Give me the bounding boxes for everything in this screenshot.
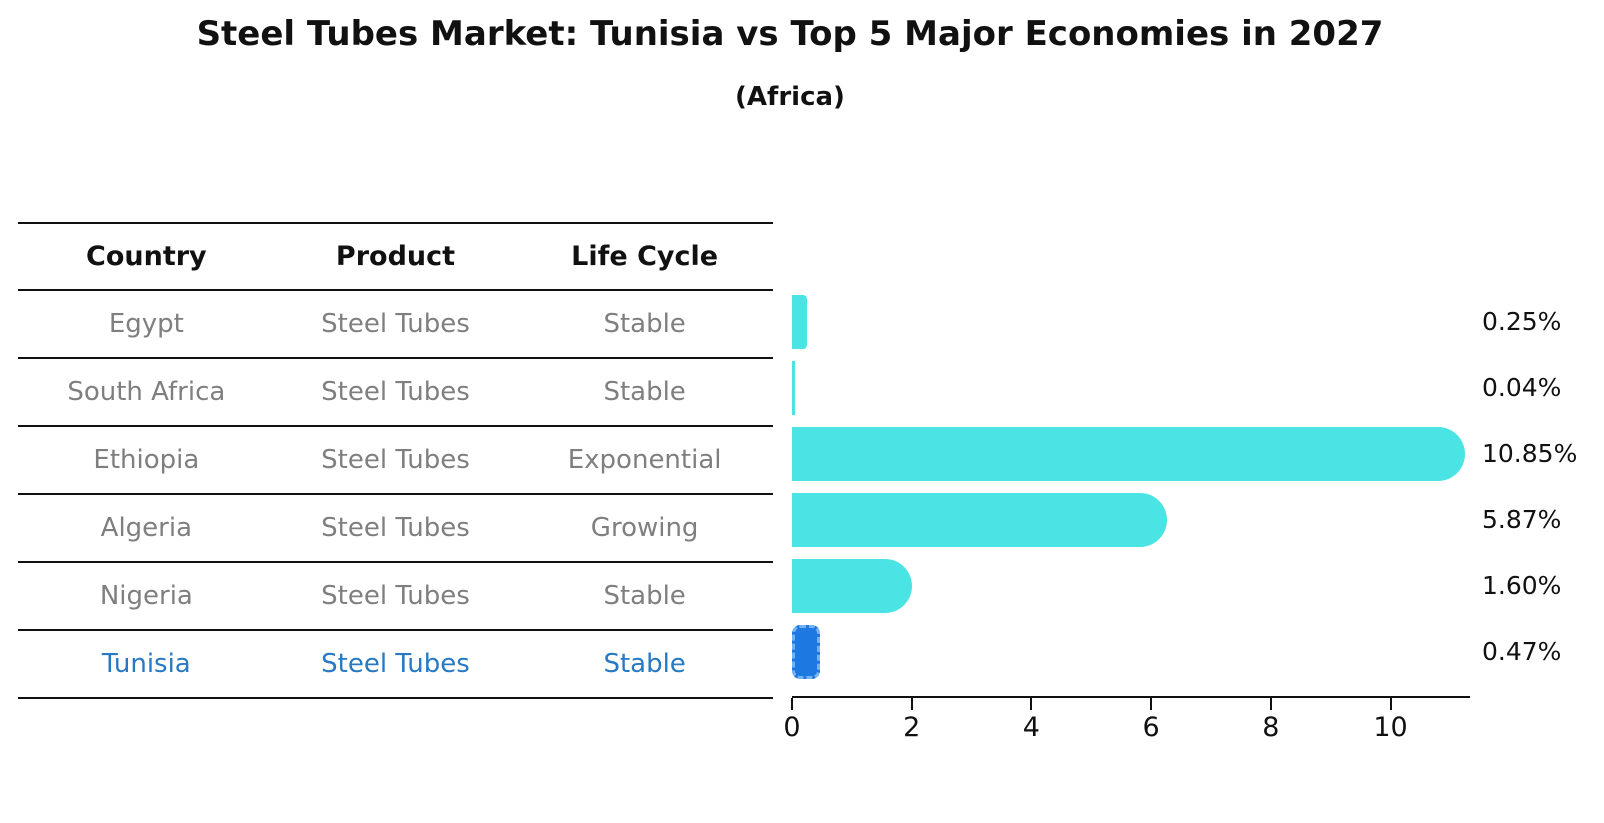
bar-nigeria [792, 559, 912, 613]
bar-south-africa [792, 361, 795, 415]
value-label-nigeria: 1.60% [1482, 571, 1562, 600]
cell-country: Tunisia [101, 649, 191, 679]
cell-product: Steel Tubes [321, 445, 470, 475]
bar-egypt [792, 295, 807, 349]
bar-algeria [792, 493, 1167, 547]
chart-subtitle: (Africa) [735, 82, 845, 112]
summary-table: Country Product Life Cycle Egypt Steel Tu… [18, 222, 773, 699]
table-row-egypt: Egypt Steel Tubes Stable [18, 291, 773, 359]
value-label-algeria: 5.87% [1482, 505, 1562, 534]
x-tick-label-2: 2 [903, 712, 921, 743]
cell-country: Algeria [100, 513, 193, 543]
x-tick-mark-2 [910, 698, 913, 710]
cell-product: Steel Tubes [321, 649, 470, 679]
chart-title: Steel Tubes Market: Tunisia vs Top 5 Maj… [196, 14, 1384, 54]
cell-product: Steel Tubes [321, 581, 470, 611]
table-row-tunisia: Tunisia Steel Tubes Stable [18, 631, 773, 699]
x-axis-line [792, 696, 1470, 698]
cell-life-cycle: Stable [603, 649, 686, 679]
x-tick-mark-10 [1389, 698, 1392, 710]
table-row-nigeria: Nigeria Steel Tubes Stable [18, 563, 773, 631]
x-tick-label-10: 10 [1373, 712, 1408, 743]
cell-life-cycle: Exponential [567, 445, 722, 475]
x-tick-label-6: 6 [1142, 712, 1160, 743]
value-label-ethiopia: 10.85% [1482, 439, 1578, 468]
cell-product: Steel Tubes [321, 513, 470, 543]
cell-country: Nigeria [99, 581, 193, 611]
cell-life-cycle: Stable [603, 581, 686, 611]
value-label-tunisia: 0.47% [1482, 637, 1562, 666]
x-tick-label-8: 8 [1262, 712, 1280, 743]
table-header-row: Country Product Life Cycle [18, 222, 773, 291]
cell-life-cycle: Growing [590, 513, 699, 543]
x-tick-mark-6 [1150, 698, 1153, 710]
cell-product: Steel Tubes [321, 377, 470, 407]
cell-life-cycle: Stable [603, 377, 686, 407]
value-label-egypt: 0.25% [1482, 307, 1562, 336]
cell-country: Egypt [108, 309, 184, 339]
x-tick-mark-4 [1030, 698, 1033, 710]
table-row-south-africa: South Africa Steel Tubes Stable [18, 359, 773, 427]
x-tick-label-0: 0 [783, 712, 801, 743]
table-row-algeria: Algeria Steel Tubes Growing [18, 495, 773, 563]
table-header-country: Country [86, 241, 207, 272]
cell-country: South Africa [67, 377, 226, 407]
cell-life-cycle: Stable [603, 309, 686, 339]
x-tick-label-4: 4 [1022, 712, 1040, 743]
table-header-product: Product [335, 241, 456, 272]
x-tick-mark-0 [791, 698, 793, 710]
value-label-south-africa: 0.04% [1482, 373, 1562, 402]
cell-product: Steel Tubes [321, 309, 470, 339]
table-body: Egypt Steel Tubes Stable South Africa Steel … [18, 291, 773, 699]
bar-ethiopia [792, 427, 1465, 481]
cell-country: Ethiopia [93, 445, 200, 475]
table-header-lifecycle: Life Cycle [571, 241, 719, 272]
x-tick-mark-8 [1269, 698, 1272, 710]
table-row-ethiopia: Ethiopia Steel Tubes Exponential [18, 427, 773, 495]
bar-tunisia [792, 625, 820, 679]
